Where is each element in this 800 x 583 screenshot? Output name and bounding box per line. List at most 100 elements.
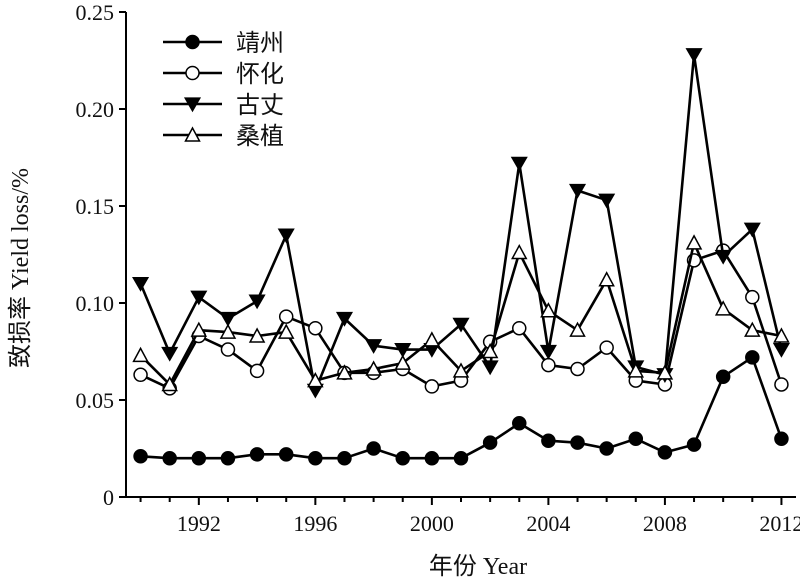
series-3 xyxy=(132,48,790,399)
data-point xyxy=(423,331,441,347)
x-tick-label: 2008 xyxy=(643,511,687,536)
data-point xyxy=(685,234,703,250)
legend-label: 桑植 xyxy=(236,122,284,150)
legend-item: 怀化 xyxy=(163,60,284,88)
data-point xyxy=(277,228,295,244)
data-point xyxy=(627,362,645,378)
legend-marker xyxy=(184,126,201,142)
data-point xyxy=(599,340,614,355)
data-point xyxy=(278,309,294,324)
data-point xyxy=(190,290,208,306)
data-point xyxy=(482,435,498,450)
data-point xyxy=(277,323,295,339)
data-point xyxy=(308,320,323,336)
data-point xyxy=(219,311,237,327)
data-point xyxy=(248,327,266,343)
data-point xyxy=(714,300,732,316)
legend-marker xyxy=(185,34,200,50)
x-tick-label: 1996 xyxy=(293,511,337,536)
data-point xyxy=(366,441,381,456)
data-point xyxy=(628,431,644,447)
legend-item: 靖州 xyxy=(163,29,284,57)
data-point xyxy=(512,416,527,431)
data-point xyxy=(219,323,237,339)
series-4 xyxy=(132,234,790,392)
data-point xyxy=(774,431,789,447)
data-point xyxy=(511,243,528,260)
data-point xyxy=(743,222,761,238)
legend-item: 桑植 xyxy=(163,122,284,150)
data-point xyxy=(685,48,703,63)
x-tick-label: 2000 xyxy=(410,511,454,536)
legend-label: 靖州 xyxy=(236,29,284,57)
x-axis-title: 年份 Year xyxy=(429,553,527,580)
y-tick-label: 0.05 xyxy=(76,388,115,413)
data-point xyxy=(452,362,470,378)
data-point xyxy=(541,433,556,448)
data-point xyxy=(570,435,585,450)
data-point xyxy=(395,450,410,466)
data-point xyxy=(220,450,236,466)
data-point xyxy=(191,450,207,466)
data-point xyxy=(249,363,265,379)
data-point xyxy=(249,447,265,462)
data-point xyxy=(132,277,150,292)
y-tick-label: 0.25 xyxy=(76,0,115,25)
data-point xyxy=(161,346,179,362)
data-point xyxy=(248,294,266,310)
data-point xyxy=(337,450,352,466)
data-point xyxy=(190,321,208,337)
data-point xyxy=(657,445,673,460)
x-tick-label: 2004 xyxy=(526,511,570,536)
data-point xyxy=(308,450,323,466)
legend-marker xyxy=(185,65,200,81)
data-point xyxy=(568,183,587,199)
data-point xyxy=(481,360,499,376)
data-point xyxy=(512,320,527,336)
data-point xyxy=(133,367,148,383)
data-point xyxy=(745,350,760,365)
y-axis-title: 致损率 Yield loss/% xyxy=(7,168,34,368)
y-tick-label: 0.10 xyxy=(76,291,115,316)
data-point xyxy=(744,321,761,337)
data-point xyxy=(394,354,411,370)
x-tick-label: 2012 xyxy=(759,511,800,536)
data-point xyxy=(220,342,236,357)
legend-label: 古丈 xyxy=(236,91,284,119)
data-point xyxy=(745,289,760,305)
y-tick-label: 0 xyxy=(103,485,114,510)
data-point xyxy=(569,321,586,337)
data-point xyxy=(307,372,324,388)
data-point xyxy=(541,357,556,373)
series-1 xyxy=(133,350,789,466)
x-tick-label: 1992 xyxy=(177,511,221,536)
data-point xyxy=(773,327,790,343)
data-point xyxy=(452,317,470,333)
data-point xyxy=(570,361,585,377)
data-point xyxy=(539,344,557,360)
data-point xyxy=(599,441,614,456)
data-point xyxy=(278,447,294,462)
y-tick-label: 0.15 xyxy=(76,194,115,219)
data-point xyxy=(161,375,178,392)
data-point xyxy=(365,339,383,354)
data-point xyxy=(598,193,616,209)
data-point xyxy=(453,450,469,466)
legend-item: 古丈 xyxy=(163,91,284,119)
data-point xyxy=(715,369,731,384)
data-point xyxy=(481,342,499,359)
data-point xyxy=(510,156,528,172)
series-layer xyxy=(132,48,790,466)
data-point xyxy=(656,364,674,380)
legend-label: 怀化 xyxy=(236,60,284,88)
axes: 0 0.05 0.10 0.15 0.20 0.25 1992 1996 2000 2004 200… xyxy=(76,0,800,536)
data-point xyxy=(132,346,149,363)
legend-marker xyxy=(183,97,202,113)
y-tick-label: 0.20 xyxy=(76,97,115,122)
data-point xyxy=(365,360,382,376)
data-point xyxy=(540,302,557,318)
data-point xyxy=(162,450,177,466)
data-point xyxy=(424,450,440,466)
